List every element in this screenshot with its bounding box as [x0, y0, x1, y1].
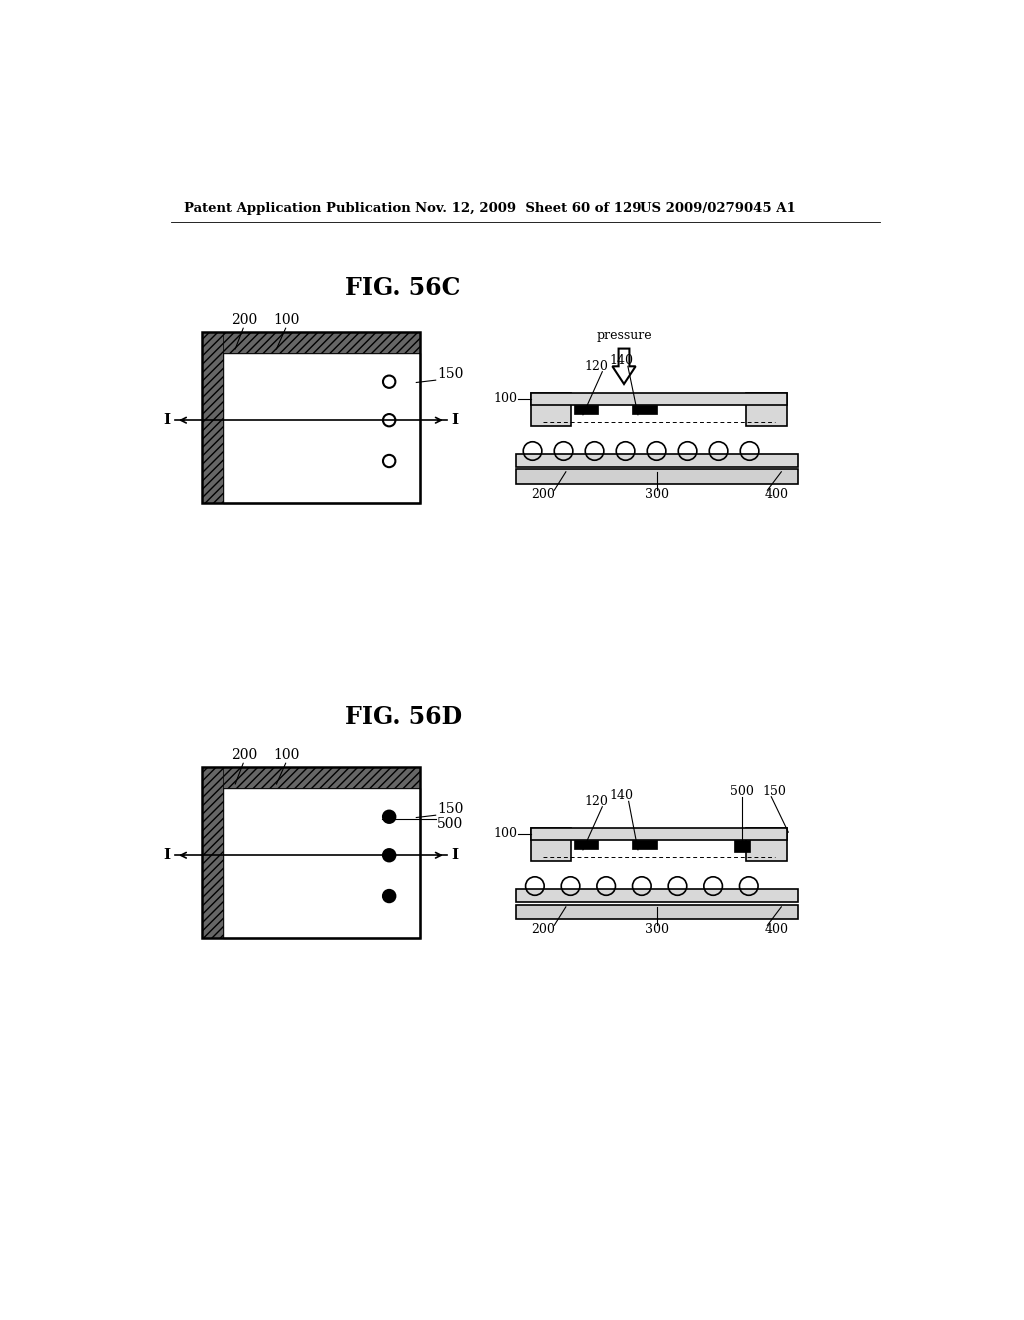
Text: 500: 500 [437, 817, 464, 832]
Bar [223, 788, 420, 937]
Text: pressure: pressure [596, 329, 652, 342]
Text: I: I [452, 849, 459, 862]
Bar [573, 405, 598, 414]
Bar [202, 331, 223, 503]
Bar [531, 393, 571, 425]
Bar [734, 840, 750, 853]
Bar [531, 829, 786, 840]
Text: 140: 140 [609, 354, 634, 367]
Polygon shape [612, 348, 636, 384]
Text: 150: 150 [763, 785, 786, 797]
Text: Patent Application Publication: Patent Application Publication [183, 202, 411, 215]
Bar [632, 405, 656, 414]
Text: 500: 500 [730, 785, 754, 797]
Text: 300: 300 [645, 924, 669, 936]
Text: I: I [164, 413, 171, 428]
Bar [202, 767, 223, 937]
Text: I: I [452, 413, 459, 428]
Bar [632, 840, 656, 849]
Bar [202, 767, 420, 788]
Text: 100: 100 [273, 313, 300, 327]
Bar [531, 393, 786, 405]
Text: 400: 400 [765, 924, 788, 936]
Bar [202, 331, 420, 503]
Text: 200: 200 [530, 924, 555, 936]
Bar [531, 829, 571, 861]
Text: 100: 100 [493, 392, 517, 405]
Bar [515, 904, 799, 919]
Text: 100: 100 [493, 828, 517, 841]
Text: US 2009/0279045 A1: US 2009/0279045 A1 [640, 202, 796, 215]
Text: 100: 100 [273, 748, 300, 762]
Bar [515, 454, 799, 467]
Text: 120: 120 [585, 360, 609, 372]
Text: 140: 140 [609, 789, 634, 803]
Bar [515, 470, 799, 484]
Text: 200: 200 [231, 313, 257, 327]
Circle shape [383, 810, 395, 822]
Bar [515, 890, 799, 903]
Bar [746, 829, 786, 861]
Text: 120: 120 [585, 795, 609, 808]
Bar [223, 354, 420, 503]
Text: FIG. 56C: FIG. 56C [345, 276, 461, 300]
Text: 150: 150 [437, 803, 464, 816]
Text: I: I [164, 849, 171, 862]
Text: 200: 200 [530, 488, 555, 502]
Text: 200: 200 [231, 748, 257, 762]
Text: 400: 400 [765, 488, 788, 502]
Circle shape [383, 849, 395, 862]
Bar [746, 393, 786, 425]
Text: 150: 150 [437, 367, 464, 381]
Text: Nov. 12, 2009  Sheet 60 of 129: Nov. 12, 2009 Sheet 60 of 129 [415, 202, 641, 215]
Bar [202, 767, 420, 937]
Circle shape [383, 890, 395, 903]
Bar [573, 840, 598, 849]
Bar [202, 331, 420, 354]
Text: 300: 300 [645, 488, 669, 502]
Text: FIG. 56D: FIG. 56D [344, 705, 462, 729]
